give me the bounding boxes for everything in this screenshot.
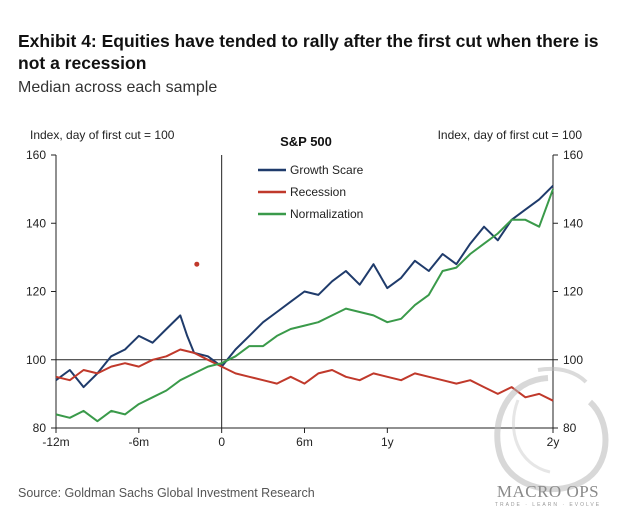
macro-ops-logo-icon xyxy=(494,367,609,493)
x-tick-label: -12m xyxy=(42,435,69,449)
chart-title: Exhibit 4: Equities have tended to rally… xyxy=(18,31,599,73)
y-tick-label-right: 120 xyxy=(563,285,583,299)
source-note: Source: Goldman Sachs Global Investment … xyxy=(18,486,315,500)
y-tick-label-right: 100 xyxy=(563,353,583,367)
x-tick-label: -6m xyxy=(128,435,149,449)
y-tick-label-right: 80 xyxy=(563,421,577,435)
y-axis-label-right: Index, day of first cut = 100 xyxy=(438,128,583,142)
y-tick-label-left: 100 xyxy=(26,353,46,367)
series-line-recession xyxy=(55,348,554,402)
chart-series-title: S&P 500 xyxy=(280,134,332,149)
y-tick-label-left: 160 xyxy=(26,148,46,162)
x-tick-label: 2y xyxy=(547,435,560,449)
x-tick-label: 0 xyxy=(218,435,225,449)
chart-subtitle: Median across each sample xyxy=(18,79,218,96)
series-line-growth-scare xyxy=(55,184,554,389)
y-tick-label-left: 120 xyxy=(26,285,46,299)
x-tick-label: 6m xyxy=(296,435,313,449)
legend-label: Recession xyxy=(290,185,346,199)
y-tick-label-right: 160 xyxy=(563,148,583,162)
annotation-dot xyxy=(194,261,200,267)
sp500-line-chart: 80 80 100 100 120 120 140 140 160 160 -12m -6m 0 6m 1y… xyxy=(26,128,583,449)
y-tick-label-left: 80 xyxy=(33,421,47,435)
legend-label: Normalization xyxy=(290,207,363,221)
watermark-brand: MACRO OPS xyxy=(496,482,600,501)
x-tick-label: 1y xyxy=(381,435,394,449)
y-tick-label-left: 140 xyxy=(26,216,46,230)
watermark-tagline: TRADE · LEARN · EVOLVE xyxy=(494,502,602,508)
y-axis-label-left: Index, day of first cut = 100 xyxy=(30,128,175,142)
y-tick-label-right: 140 xyxy=(563,216,583,230)
series-line-normalization xyxy=(55,188,554,423)
legend-label: Growth Scare xyxy=(290,163,364,177)
